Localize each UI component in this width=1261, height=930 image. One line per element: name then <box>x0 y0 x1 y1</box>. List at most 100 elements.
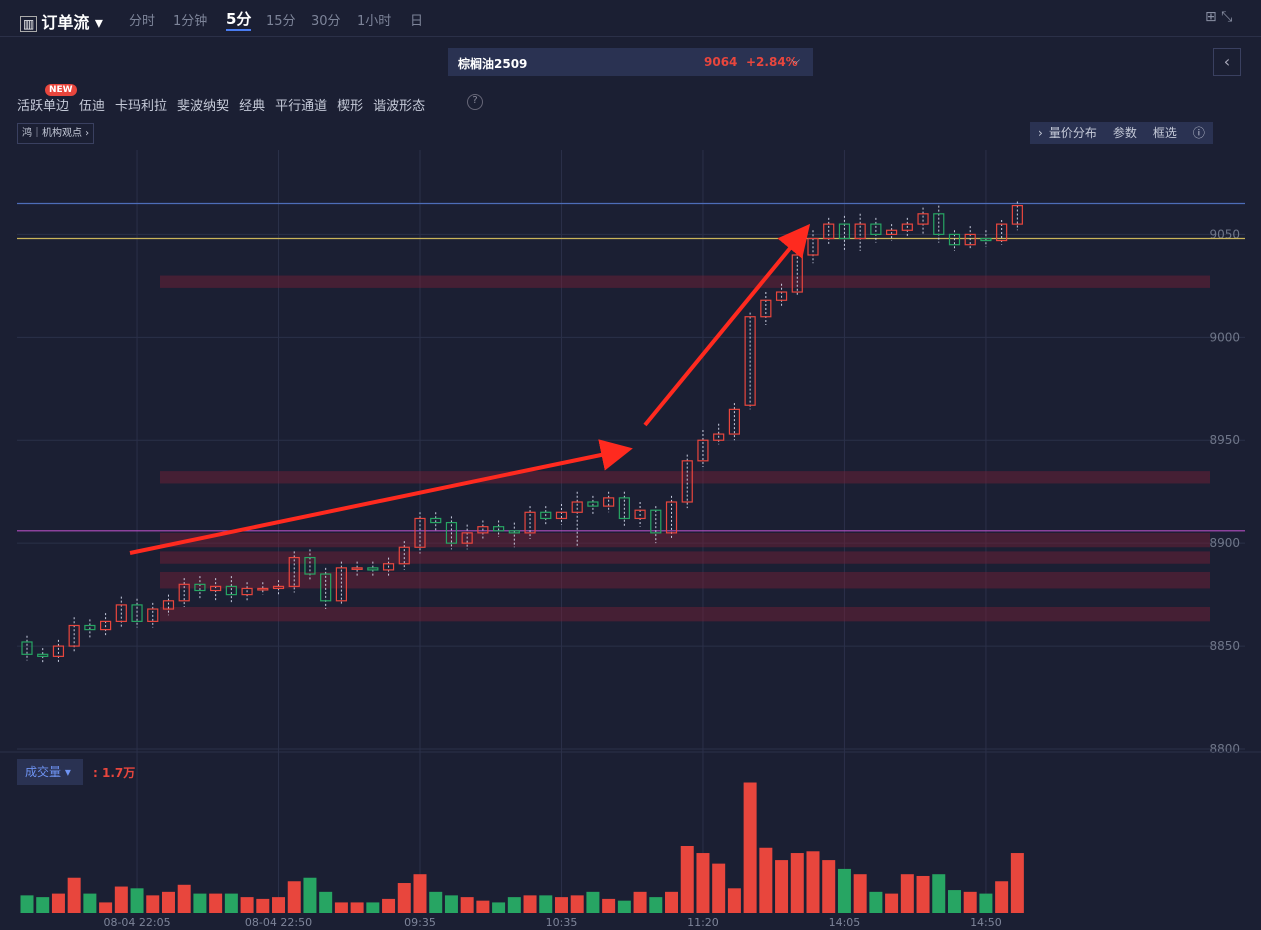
volume-bar <box>146 895 160 913</box>
volume-bar <box>256 898 270 913</box>
tool-item[interactable]: 斐波纳契 <box>177 99 230 114</box>
timeframe-tab[interactable]: 15分 <box>266 14 296 29</box>
volume-bar <box>727 888 741 913</box>
instrument-box[interactable]: 棕榈油2509 9064 +2.84% ⌵ <box>448 48 813 76</box>
tag-icon: 鸿 <box>22 128 32 139</box>
instrument-name: 棕榈油2509 <box>458 57 528 71</box>
candle-body <box>681 460 693 503</box>
volume-bar <box>806 851 820 913</box>
volume-bar <box>114 886 128 913</box>
volume-bar <box>759 847 773 913</box>
volume-bar <box>319 891 333 913</box>
volume-bar <box>366 902 380 913</box>
candle-body <box>131 604 143 622</box>
candle-body <box>760 299 772 318</box>
candle-body <box>194 583 206 592</box>
tool-item[interactable]: 谐波形态 <box>373 99 426 114</box>
volume-bar <box>837 868 851 913</box>
collapse-button[interactable]: ‹ <box>1213 48 1241 76</box>
candle-body <box>697 439 709 462</box>
tool-item[interactable]: 卡玛利拉 <box>115 99 168 114</box>
volume-bar <box>947 890 961 913</box>
price: 9064 <box>704 55 738 69</box>
tool-item[interactable]: 活跃单边 <box>17 99 70 114</box>
candle-body <box>147 608 159 622</box>
timeframe-tab[interactable]: 1小时 <box>357 14 392 29</box>
volume-bar <box>665 891 679 913</box>
volume-bar <box>916 875 930 913</box>
tool-item[interactable]: 伍迪 <box>79 99 106 114</box>
candle-body <box>665 501 678 534</box>
candle-body <box>980 237 992 242</box>
volume-bar <box>382 898 396 913</box>
zone <box>160 471 1210 484</box>
candle-body <box>210 585 222 592</box>
tool-item[interactable]: 楔形 <box>337 99 364 114</box>
timeframe-tab[interactable]: 分时 <box>129 14 156 29</box>
volume-bar <box>492 902 506 913</box>
volume-bar <box>507 897 521 913</box>
volume-selector[interactable]: 成交量 ▾ <box>17 759 83 785</box>
volume-bar <box>209 893 223 913</box>
candle-body <box>84 624 96 631</box>
candle-body <box>728 408 741 435</box>
volume-bar <box>633 891 647 913</box>
candle-body <box>870 223 882 235</box>
volume-bar <box>51 893 65 913</box>
y-tick-label: 8800 <box>1209 742 1240 756</box>
volume-bar <box>224 893 238 913</box>
candle-body <box>367 567 379 571</box>
candle-body <box>744 316 756 406</box>
candle-body <box>382 563 395 571</box>
annotation-arrow <box>129 439 633 555</box>
volume-bar <box>995 881 1009 913</box>
volume-bar <box>554 897 568 913</box>
panel-button[interactable]: 量价分布 <box>1048 126 1097 140</box>
candle-body <box>162 600 175 610</box>
candle-body <box>241 587 253 596</box>
candle-body <box>445 521 458 544</box>
timeframe-tab[interactable]: 30分 <box>311 14 341 29</box>
x-tick-label: 08-04 22:50 <box>245 916 312 929</box>
volume-bar <box>193 893 207 913</box>
y-tick-label: 8850 <box>1209 639 1240 653</box>
tool-item[interactable]: 平行通道 <box>275 99 328 114</box>
volume-bar <box>444 895 458 913</box>
panel-button[interactable]: 框选 <box>1152 126 1177 140</box>
volume-bar <box>790 853 804 913</box>
timeframe-tab[interactable]: 1分钟 <box>173 14 208 29</box>
volume-bar <box>303 877 317 913</box>
candle-body <box>618 497 630 520</box>
candle-body <box>37 653 49 657</box>
x-tick-label: 11:20 <box>687 916 719 929</box>
volume-bar <box>523 895 537 913</box>
chevron: › <box>1038 126 1043 140</box>
volume-bar <box>177 884 191 913</box>
volume-bar <box>240 897 254 913</box>
volume-bar <box>67 877 81 913</box>
candle-body <box>571 501 583 513</box>
timeframe-tab[interactable]: 日 <box>410 14 424 29</box>
tool-item[interactable]: 经典 <box>239 99 266 114</box>
app-title[interactable]: ▥ 订单流 ▾ <box>20 9 103 33</box>
volume-title: 成交量 <box>25 765 62 779</box>
x-tick-label: 10:35 <box>546 916 578 929</box>
y-tick-label: 8900 <box>1209 536 1240 550</box>
candle-body <box>1011 204 1023 225</box>
change: +2.84% <box>746 55 798 69</box>
dropdown: ⌵ <box>791 53 801 67</box>
tag[interactable]: 鸿｜机构观点 › <box>17 123 95 144</box>
help[interactable]: ? <box>467 94 483 110</box>
volume-bar <box>617 900 631 913</box>
timeframe-tab[interactable]: 5分 <box>226 8 252 31</box>
x-tick-label: 14:05 <box>829 916 861 929</box>
new-badge: NEW <box>45 84 77 96</box>
divider <box>0 36 1261 37</box>
panel-button[interactable]: 参数 <box>1112 126 1137 140</box>
window-icons[interactable]: ⊞ ⤡ <box>1205 9 1233 25</box>
help: ⓘ <box>1192 126 1205 140</box>
candle-body <box>713 433 725 441</box>
volume-bar <box>932 874 946 913</box>
volume-bar <box>822 860 836 913</box>
volume-bar <box>712 863 726 913</box>
